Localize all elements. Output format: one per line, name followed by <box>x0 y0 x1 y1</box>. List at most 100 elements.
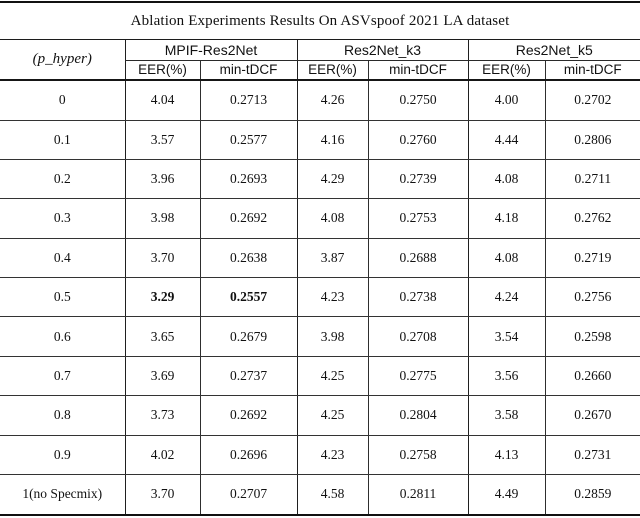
cell-value: 0.2753 <box>367 198 468 239</box>
cell-value: 4.16 <box>296 120 368 160</box>
cell-value: 0.2719 <box>544 238 640 279</box>
cell-value: 3.56 <box>467 356 545 397</box>
cell-value: 0.2660 <box>544 356 640 397</box>
cell-value: 0.2707 <box>199 474 297 516</box>
cell-value: 0.2702 <box>544 79 640 121</box>
cell-value: 4.25 <box>296 395 368 436</box>
cell-p-hyper: 0.1 <box>0 120 125 160</box>
cell-p-hyper: 0.3 <box>0 198 125 239</box>
table-row: 0.5 3.29 0.2557 4.23 0.2738 4.24 0.2756 <box>0 277 640 318</box>
cell-value: 3.87 <box>296 238 368 279</box>
cell-value: 4.00 <box>467 79 545 121</box>
cell-value: 4.08 <box>296 198 368 239</box>
cell-value: 3.65 <box>124 316 200 357</box>
table-row: 0.9 4.02 0.2696 4.23 0.2758 4.13 0.2731 <box>0 435 640 475</box>
cell-value: 0.2711 <box>544 159 640 200</box>
cell-value: 3.58 <box>467 395 545 436</box>
column-header-tdcf-k3: min-tDCF <box>367 60 468 81</box>
cell-p-hyper: 0.8 <box>0 395 125 436</box>
column-header-tdcf-k5: min-tDCF <box>544 60 640 81</box>
cell-value: 4.26 <box>296 79 368 121</box>
cell-value: 0.2692 <box>199 395 297 436</box>
cell-value: 3.98 <box>296 316 368 357</box>
cell-value: 0.2688 <box>367 238 468 279</box>
cell-value: 4.04 <box>124 79 200 121</box>
table-subheader-row: EER(%) min-tDCF EER(%) min-tDCF EER(%) m… <box>0 60 640 81</box>
cell-value: 3.54 <box>467 316 545 357</box>
cell-value: 0.2750 <box>367 79 468 121</box>
table-row: 1(no Specmix) 3.70 0.2707 4.58 0.2811 4.49 0.2… <box>0 474 640 516</box>
cell-value: 4.02 <box>124 435 200 475</box>
table-row: 0.8 3.73 0.2692 4.25 0.2804 3.58 0.2670 <box>0 395 640 436</box>
column-group-mpif-res2net: MPIF-Res2Net <box>124 39 297 61</box>
cell-p-hyper: 0.4 <box>0 238 125 279</box>
cell-value: 4.08 <box>467 159 545 200</box>
cell-value: 3.69 <box>124 356 200 397</box>
cell-p-hyper: 0 <box>0 79 125 121</box>
column-header-p-hyper: (p_hyper) <box>0 39 125 81</box>
cell-value: 0.2696 <box>199 435 297 475</box>
cell-value: 0.2756 <box>544 277 640 318</box>
cell-value: 4.24 <box>467 277 545 318</box>
cell-value: 4.29 <box>296 159 368 200</box>
cell-value: 3.96 <box>124 159 200 200</box>
table-row: 0.4 3.70 0.2638 3.87 0.2688 4.08 0.2719 <box>0 238 640 279</box>
cell-value: 0.2692 <box>199 198 297 239</box>
cell-value: 0.2693 <box>199 159 297 200</box>
cell-value: 0.2737 <box>199 356 297 397</box>
cell-value: 3.73 <box>124 395 200 436</box>
cell-value: 0.2738 <box>367 277 468 318</box>
cell-value: 4.08 <box>467 238 545 279</box>
cell-p-hyper: 0.2 <box>0 159 125 200</box>
table-row: 0.3 3.98 0.2692 4.08 0.2753 4.18 0.2762 <box>0 198 640 239</box>
cell-value: 0.2811 <box>367 474 468 516</box>
cell-value: 0.2806 <box>544 120 640 160</box>
cell-value: 0.2708 <box>367 316 468 357</box>
cell-value: 0.2577 <box>199 120 297 160</box>
column-header-eer-k5: EER(%) <box>467 60 545 81</box>
cell-value: 4.49 <box>467 474 545 516</box>
cell-value: 0.2804 <box>367 395 468 436</box>
cell-value: 3.98 <box>124 198 200 239</box>
cell-value: 0.2679 <box>199 316 297 357</box>
cell-value: 0.2859 <box>544 474 640 516</box>
column-header-tdcf-mpif: min-tDCF <box>199 60 297 81</box>
table-group-header-row: (p_hyper) MPIF-Res2Net Res2Net_k3 Res2Ne… <box>0 39 640 81</box>
cell-value: 0.2775 <box>367 356 468 397</box>
cell-value: 0.2638 <box>199 238 297 279</box>
cell-p-hyper: 1(no Specmix) <box>0 474 125 516</box>
cell-value: 4.58 <box>296 474 368 516</box>
cell-value: 3.29 <box>124 277 200 318</box>
column-header-eer-mpif: EER(%) <box>124 60 200 81</box>
column-header-eer-k3: EER(%) <box>296 60 368 81</box>
cell-p-hyper: 0.6 <box>0 316 125 357</box>
cell-value: 0.2713 <box>199 79 297 121</box>
cell-value: 4.13 <box>467 435 545 475</box>
cell-value: 4.18 <box>467 198 545 239</box>
cell-value: 0.2762 <box>544 198 640 239</box>
cell-value: 0.2758 <box>367 435 468 475</box>
cell-value: 3.70 <box>124 238 200 279</box>
cell-value: 0.2739 <box>367 159 468 200</box>
cell-value: 0.2670 <box>544 395 640 436</box>
cell-value: 4.23 <box>296 435 368 475</box>
cell-value: 4.25 <box>296 356 368 397</box>
cell-value: 3.57 <box>124 120 200 160</box>
cell-p-hyper: 0.9 <box>0 435 125 475</box>
column-group-res2net-k5: Res2Net_k5 <box>467 39 640 61</box>
cell-value: 4.23 <box>296 277 368 318</box>
cell-p-hyper: 0.7 <box>0 356 125 397</box>
cell-value: 3.70 <box>124 474 200 516</box>
cell-value: 0.2760 <box>367 120 468 160</box>
table-row: 0.1 3.57 0.2577 4.16 0.2760 4.44 0.2806 <box>0 120 640 160</box>
table-row: 0 4.04 0.2713 4.26 0.2750 4.00 0.2702 <box>0 79 640 121</box>
table-title: Ablation Experiments Results On ASVspoof… <box>0 1 640 40</box>
cell-value: 4.44 <box>467 120 545 160</box>
cell-value: 0.2598 <box>544 316 640 357</box>
cell-value: 0.2731 <box>544 435 640 475</box>
cell-p-hyper: 0.5 <box>0 277 125 318</box>
column-group-res2net-k3: Res2Net_k3 <box>296 39 468 61</box>
table-title-row: Ablation Experiments Results On ASVspoof… <box>0 1 640 40</box>
